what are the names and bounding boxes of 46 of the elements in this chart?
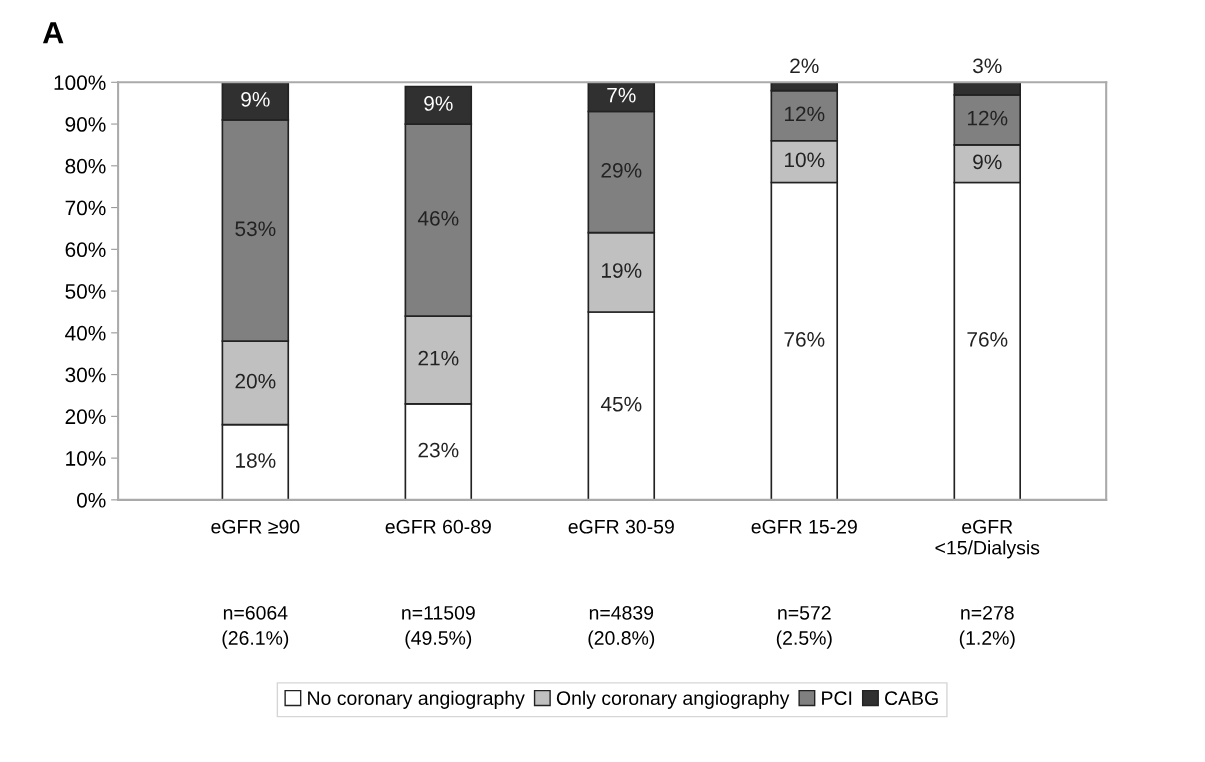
y-tick-label: 50% [65, 284, 106, 299]
x-tick-label: eGFR ≥90 [211, 519, 300, 534]
data-label: 9% [973, 154, 1002, 170]
x-tick-label: eGFR <15/Dialysis [935, 519, 1040, 559]
y-tick-label: 70% [65, 200, 106, 216]
data-label: 53% [235, 221, 276, 237]
data-label: 76% [967, 332, 1008, 347]
legend-label: PCI [822, 691, 852, 706]
data-label: 29% [601, 162, 642, 178]
y-tick-label: 90% [65, 117, 106, 132]
x-tick-label: eGFR 15-29 [751, 519, 857, 534]
data-label: 21% [418, 350, 459, 366]
y-tick-label: 40% [65, 325, 106, 341]
data-label: 20% [235, 373, 276, 389]
y-tick-label: 30% [65, 367, 106, 383]
data-label: 12% [785, 106, 825, 122]
data-label: 2% [790, 58, 819, 74]
text: n=278 (1.2%) [959, 605, 1015, 649]
text: n=6064 (26.1%) [222, 605, 289, 649]
data-label: 18% [236, 453, 276, 468]
y-tick-label: 20% [65, 409, 106, 425]
data-label: 10% [785, 152, 825, 168]
data-label: 19% [602, 263, 642, 278]
text: n=572 (2.5%) [776, 605, 832, 649]
data-label: 76% [784, 332, 825, 347]
y-tick-label: 10% [66, 451, 106, 466]
data-label: 45% [600, 396, 642, 412]
data-label: 3% [972, 58, 1002, 74]
data-label: 9% [241, 91, 270, 107]
legend-label: Only coronary angiography [556, 690, 790, 709]
legend-label: CABG [885, 691, 938, 706]
data-label: 7% [607, 87, 636, 103]
x-tick-label: eGFR 30-59 [568, 519, 674, 534]
data-label: 12% [967, 110, 1008, 126]
text: n=4839 (20.8%) [588, 605, 655, 649]
chart-title: A [42, 22, 64, 44]
legend-label: No coronary angiography [308, 690, 525, 709]
x-tick-label: eGFR 60-89 [385, 519, 491, 534]
data-label: 23% [418, 442, 459, 458]
y-tick-label: 80% [65, 158, 106, 174]
y-tick-label: 100% [54, 75, 106, 91]
y-tick-label: 0% [76, 492, 106, 508]
data-label: 46% [417, 210, 459, 226]
data-label: 9% [424, 96, 453, 111]
y-tick-label: 60% [65, 242, 106, 258]
text: n=11509 (49.5%) [402, 605, 475, 649]
